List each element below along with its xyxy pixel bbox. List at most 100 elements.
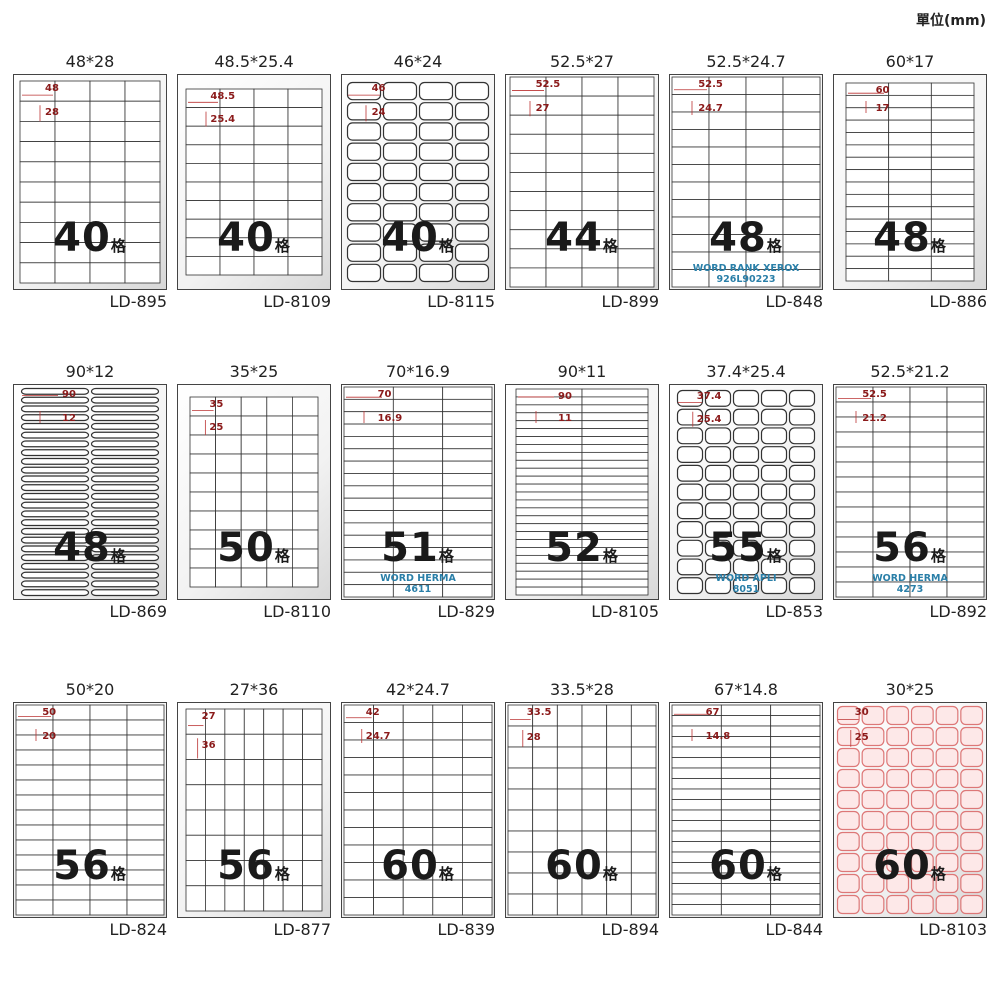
label-cell	[185, 759, 206, 786]
label-cell	[581, 459, 649, 469]
label-cell	[545, 191, 583, 212]
label-cell	[770, 704, 821, 716]
product-code: LD-895	[109, 292, 167, 311]
label-cell	[704, 483, 732, 501]
label-cell	[402, 809, 434, 828]
sheet-preview: 48 28 40格	[13, 74, 167, 290]
label-cell	[52, 734, 91, 751]
label-cell	[835, 491, 874, 508]
label-cell	[930, 107, 975, 121]
label-cell	[720, 799, 772, 811]
label-cell	[432, 757, 463, 776]
label-cell	[343, 792, 375, 811]
label-cell	[442, 485, 493, 499]
label-cell	[20, 387, 90, 395]
label-cell	[126, 704, 165, 721]
label-cell	[732, 464, 760, 482]
label-cell	[54, 141, 91, 163]
label-cell	[302, 784, 323, 811]
label-cell	[90, 545, 160, 553]
label-cell	[90, 466, 160, 474]
label-cell	[888, 132, 932, 146]
label-cell	[606, 704, 632, 727]
label-cell	[20, 545, 90, 553]
label-cell	[20, 519, 90, 527]
label-cell	[20, 431, 90, 439]
label-cell	[432, 739, 463, 758]
label-cell	[126, 764, 165, 781]
label-cell	[243, 809, 265, 836]
label-cell	[720, 778, 772, 790]
label-cell	[704, 464, 732, 482]
label-cell	[888, 181, 932, 195]
count-unit: 格	[930, 865, 947, 883]
label-cell	[581, 788, 608, 811]
label-cell	[52, 899, 91, 916]
label-cell	[630, 788, 657, 811]
label-cell	[745, 76, 784, 95]
label-cell	[556, 704, 583, 727]
label-cell	[704, 558, 732, 576]
label-cell	[909, 386, 948, 403]
label-cell	[617, 114, 655, 135]
label-cell	[861, 747, 885, 768]
height-label: 12	[62, 413, 76, 424]
label-cell	[205, 784, 226, 811]
label-cell	[89, 824, 128, 841]
label-cell	[845, 169, 890, 183]
count-unit: 格	[766, 547, 783, 565]
label-cell	[581, 507, 649, 517]
sheet-grid	[671, 704, 821, 916]
label-cell	[930, 268, 975, 282]
label-cell	[282, 733, 303, 760]
label-count: 48格	[14, 525, 166, 571]
label-cell	[581, 444, 649, 453]
label-cell	[89, 734, 128, 751]
width-label: 33.5	[526, 707, 552, 718]
label-cell	[556, 893, 583, 916]
label-cell	[19, 141, 56, 163]
label-cell	[788, 502, 816, 520]
label-cell	[52, 794, 91, 811]
sheet-grid	[676, 389, 816, 595]
label-cell	[676, 502, 704, 520]
label-cell	[185, 784, 206, 811]
label-cell	[224, 708, 245, 735]
label-cell	[287, 144, 323, 164]
label-cell	[836, 768, 860, 789]
label-cell	[462, 897, 493, 916]
label-cell	[671, 904, 722, 916]
label-cell	[89, 141, 126, 163]
height-label: 28	[45, 107, 59, 119]
width-label: 46	[371, 83, 386, 94]
label-cell	[292, 472, 319, 493]
count-unit: 格	[274, 237, 291, 255]
label-cell	[960, 894, 984, 915]
label-cell	[960, 873, 984, 894]
label-cell	[442, 398, 493, 413]
label-cell	[454, 263, 490, 283]
label-cell	[704, 539, 732, 557]
label-cell	[224, 733, 245, 760]
label-cell	[382, 223, 418, 242]
label-cell	[732, 446, 760, 464]
label-cell	[671, 757, 722, 769]
label-cell	[215, 472, 242, 493]
label-cell	[442, 423, 493, 437]
label-cell	[20, 562, 90, 570]
label-cell	[20, 580, 90, 588]
label-cell	[515, 578, 583, 588]
height-label: 14.8	[705, 731, 731, 742]
sheet-grid	[835, 386, 985, 598]
label-size: 90*12	[65, 362, 115, 381]
label-cell	[888, 193, 932, 208]
label-cell	[861, 726, 885, 747]
label-cell	[788, 408, 816, 426]
label-cell	[382, 263, 418, 283]
sheet-grid	[671, 76, 821, 288]
label-cell	[90, 387, 160, 395]
count-unit: 格	[110, 547, 127, 565]
label-cell	[509, 114, 547, 135]
label-cell	[556, 725, 583, 748]
label-cell	[930, 144, 975, 158]
